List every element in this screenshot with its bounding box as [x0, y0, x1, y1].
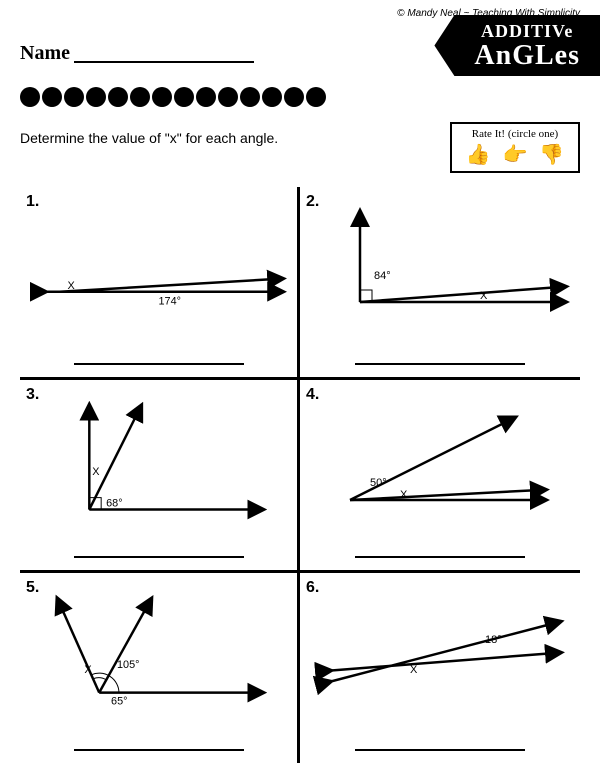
- name-input-line[interactable]: [74, 43, 254, 63]
- problem-3: 3. X 68°: [20, 380, 300, 570]
- decorative-dots: [20, 87, 580, 112]
- title-line1: ADDITIVe: [474, 21, 580, 42]
- thumbs-up-icon[interactable]: 👍: [466, 142, 491, 167]
- answer-line[interactable]: [355, 556, 525, 558]
- angle-label: 84°: [374, 270, 391, 282]
- dot-icon: [86, 87, 106, 107]
- problem-1: 1. X 174°: [20, 187, 300, 377]
- angle-label-2: 65°: [111, 695, 127, 707]
- dot-icon: [108, 87, 128, 107]
- dot-icon: [20, 87, 40, 107]
- dot-icon: [42, 87, 62, 107]
- title-banner: ADDITIVe AnGLes: [434, 15, 600, 76]
- angle-label: 50°: [370, 477, 387, 489]
- dot-icon: [174, 87, 194, 107]
- answer-line[interactable]: [355, 363, 525, 365]
- angle-label: 68°: [106, 498, 122, 510]
- x-label: X: [400, 489, 408, 501]
- answer-line[interactable]: [74, 749, 244, 751]
- dot-icon: [284, 87, 304, 107]
- answer-line[interactable]: [355, 749, 525, 751]
- angle-label-1: 105°: [117, 659, 139, 671]
- problem-4: 4. 50° X: [300, 380, 580, 570]
- dot-icon: [152, 87, 172, 107]
- problems-grid: 1. X 174° 2.: [20, 187, 580, 763]
- answer-line[interactable]: [74, 363, 244, 365]
- problem-5: 5. X 105° 65°: [20, 573, 300, 763]
- dot-icon: [306, 87, 326, 107]
- dot-icon: [218, 87, 238, 107]
- instructions-text: Determine the value of "x" for each angl…: [20, 122, 450, 146]
- rate-it-box: Rate It! (circle one) 👍 👉 👎: [450, 122, 580, 173]
- dot-icon: [130, 87, 150, 107]
- problem-2: 2. 84° X: [300, 187, 580, 377]
- x-label: X: [84, 664, 92, 676]
- thumbs-down-icon[interactable]: 👎: [539, 142, 564, 167]
- x-label: X: [92, 466, 100, 478]
- dot-icon: [196, 87, 216, 107]
- dot-icon: [64, 87, 84, 107]
- angle-label: 18°: [485, 634, 502, 646]
- angle-label: 174°: [159, 296, 181, 308]
- thumbs-side-icon[interactable]: 👉: [503, 142, 528, 167]
- rate-label: Rate It! (circle one): [460, 128, 570, 140]
- header: Name ADDITIVe AnGLes: [20, 23, 580, 83]
- dot-icon: [262, 87, 282, 107]
- x-label: X: [410, 664, 418, 676]
- answer-line[interactable]: [74, 556, 244, 558]
- dot-icon: [240, 87, 260, 107]
- title-line2: AnGLes: [474, 42, 580, 70]
- x-label: X: [68, 280, 76, 292]
- problem-6: 6. X 18°: [300, 573, 580, 763]
- x-label: X: [480, 290, 488, 302]
- name-label: Name: [20, 42, 70, 65]
